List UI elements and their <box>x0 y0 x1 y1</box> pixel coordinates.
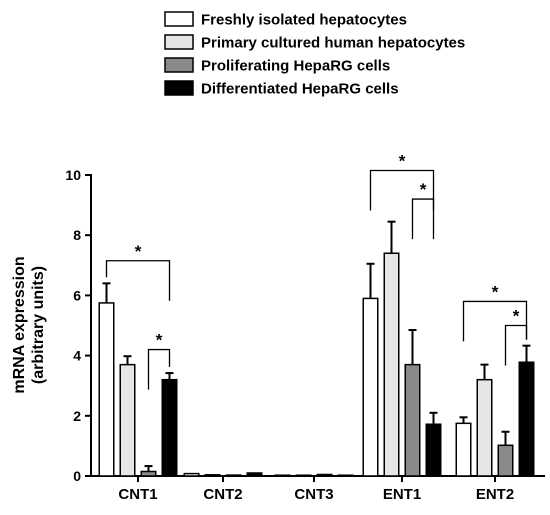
bar-ent2-series-3 <box>497 444 514 477</box>
bar-cnt2-series-3 <box>225 474 242 477</box>
significance-marker-4: * <box>420 180 427 199</box>
significance-bracket-1 <box>105 260 171 301</box>
bar-cnt2-series-2 <box>204 474 221 477</box>
significance-bracket-4 <box>411 198 435 240</box>
bar-ent1-series-3 <box>404 363 421 477</box>
legend-label-4: Differentiated HepaRG cells <box>201 81 399 98</box>
bar-ent1-series-4 <box>425 423 442 477</box>
x-tick-label-cnt3: CNT3 <box>294 486 333 503</box>
x-tick-label-cnt2: CNT2 <box>203 486 242 503</box>
bar-cnt3-series-1 <box>274 474 291 477</box>
y-axis-label-line-1: mRNA expression <box>11 256 28 393</box>
y-tick-label-10: 10 <box>65 167 81 183</box>
bar-ent1-series-2 <box>383 252 400 477</box>
significance-marker-5: * <box>492 282 499 301</box>
significance-marker-2: * <box>156 331 163 350</box>
legend-swatch-2 <box>164 34 194 50</box>
significance-bracket-2 <box>147 348 171 390</box>
significance-bracket-5 <box>462 300 528 342</box>
x-tick-label-ent2: ENT2 <box>476 486 514 503</box>
significance-marker-6: * <box>513 307 520 326</box>
bar-cnt1-series-1 <box>98 302 115 477</box>
bar-cnt1-series-4 <box>161 378 178 477</box>
y-tick-label-6: 6 <box>73 287 81 303</box>
bar-cnt1-series-3 <box>140 470 157 477</box>
legend-label-3: Proliferating HepaRG cells <box>201 58 390 75</box>
bar-cnt3-series-3 <box>316 473 333 477</box>
bar-cnt3-series-2 <box>295 474 312 477</box>
bar-ent2-series-2 <box>476 378 493 477</box>
bar-cnt2-series-1 <box>183 472 200 477</box>
significance-marker-1: * <box>135 242 142 261</box>
significance-bracket-3 <box>369 169 435 211</box>
x-tick-label-cnt1: CNT1 <box>118 486 157 503</box>
legend-swatch-1 <box>164 11 194 27</box>
legend: Freshly isolated hepatocytes Primary cult… <box>164 11 465 98</box>
legend-label-2: Primary cultured human hepatocytes <box>201 35 465 52</box>
bar-cnt1-series-2 <box>119 363 136 477</box>
significance-marker-3: * <box>399 151 406 170</box>
bar-cnt2-series-4 <box>246 472 263 477</box>
y-axis-label-line-2: (arbitrary units) <box>30 266 47 384</box>
y-tick-label-8: 8 <box>73 227 81 243</box>
legend-label-1: Freshly isolated hepatocytes <box>201 12 407 29</box>
bar-cnt3-series-4 <box>337 474 354 477</box>
y-tick-label-4: 4 <box>73 348 81 364</box>
significance-bracket-6 <box>504 324 528 366</box>
y-axis-label: mRNA expression (arbitrary units) <box>11 256 47 393</box>
plot-area: 0 2 4 6 8 10 CNT1 CNT2 CNT3 ENT1 ENT2 * * * * * * <box>65 151 545 503</box>
bar-ent2-series-1 <box>455 422 472 477</box>
legend-swatch-3 <box>164 57 194 73</box>
bar-ent1-series-1 <box>362 297 379 477</box>
y-tick-label-0: 0 <box>73 468 81 484</box>
legend-swatch-4 <box>164 80 194 96</box>
bar-ent2-series-4 <box>518 361 535 477</box>
x-tick-label-ent1: ENT1 <box>383 486 421 503</box>
y-tick-label-2: 2 <box>73 408 81 424</box>
